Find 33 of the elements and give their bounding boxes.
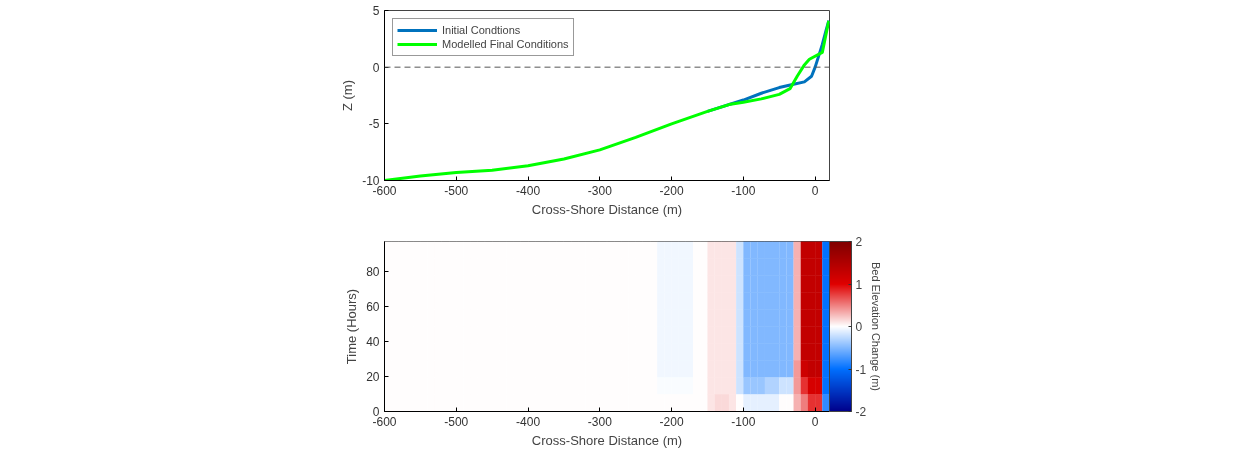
x-tick-label: -200: [659, 183, 684, 198]
y-tick-label: -5: [368, 117, 380, 132]
x-axis-title: Cross-Shore Distance (m): [531, 201, 683, 217]
y-tick-label: 80: [366, 264, 380, 279]
color-bar-label: 2: [855, 235, 863, 249]
color-bar-title: Bed Elevation Change (m): [869, 261, 882, 392]
y-tick-label: 40: [366, 334, 380, 349]
y-tick-label: 60: [366, 299, 380, 314]
y-tick-label: 5: [372, 4, 380, 18]
y-axis-title: Time (Hours): [344, 288, 360, 365]
x-tick-label: -100: [731, 414, 756, 429]
y-tick-label: -10: [362, 174, 380, 188]
legend-label: Initial Condtions: [442, 23, 521, 37]
legend-label: Modelled Final Conditions: [442, 37, 569, 51]
color-bar-label: 0: [855, 320, 863, 334]
y-tick-label: 0: [372, 405, 380, 419]
x-tick-label: 0: [811, 183, 819, 198]
color-bar-label: 1: [855, 277, 863, 292]
y-tick-label: 20: [366, 369, 380, 384]
x-tick-label: -400: [516, 183, 541, 198]
y-tick-label: 0: [372, 60, 380, 75]
x-tick-label: -500: [444, 414, 469, 429]
x-tick-label: -200: [659, 414, 684, 429]
x-tick-label: -100: [731, 183, 756, 198]
x-tick-label: -300: [587, 183, 613, 198]
x-tick-label: -400: [516, 414, 541, 429]
x-tick-label: -300: [587, 414, 613, 429]
color-bar-label: -1: [855, 362, 867, 377]
x-tick-label: -500: [444, 183, 469, 198]
color-bar-label: -2: [855, 405, 867, 419]
x-tick-label: 0: [811, 414, 819, 429]
y-axis-title: Z (m): [340, 79, 356, 112]
x-axis-title: Cross-Shore Distance (m): [531, 432, 683, 448]
